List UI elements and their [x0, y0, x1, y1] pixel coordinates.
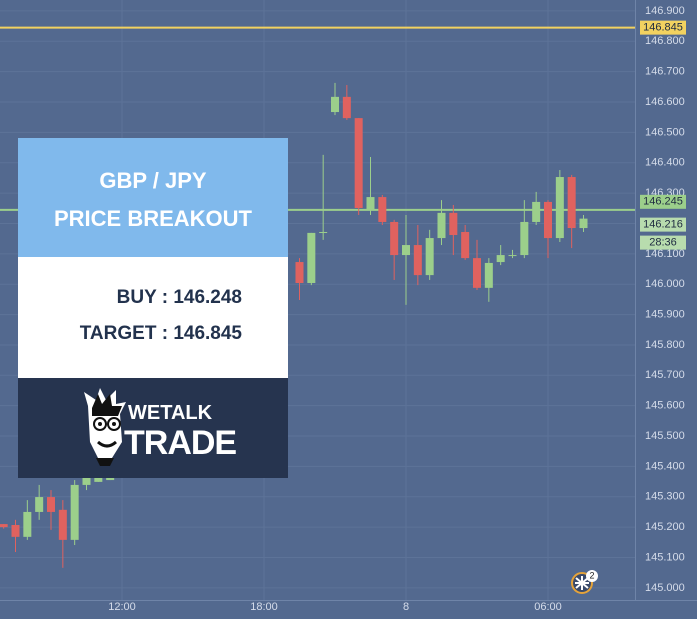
candle-body: [402, 245, 411, 256]
current-price-label: 146.216: [643, 219, 683, 231]
x-tick-label: 8: [403, 601, 409, 613]
candle-body: [496, 255, 505, 263]
y-tick-label: 145.500: [645, 430, 685, 442]
candle-body: [307, 232, 316, 283]
y-tick-label: 145.100: [645, 551, 685, 563]
y-tick-label: 145.200: [645, 521, 685, 533]
candle-body: [82, 477, 91, 485]
logo-mascot: [84, 388, 126, 466]
y-tick-label: 146.400: [645, 157, 685, 169]
candle-body: [555, 177, 564, 239]
candle-body: [70, 484, 79, 540]
y-tick-label: 146.900: [645, 5, 685, 17]
candle-body: [567, 177, 576, 229]
y-tick-label: 146.600: [645, 96, 685, 108]
candle-body: [461, 231, 470, 259]
candle-body: [520, 221, 529, 256]
y-tick-label: 146.500: [645, 126, 685, 138]
y-tick-label: 146.700: [645, 66, 685, 78]
logo-top: WETALK: [128, 402, 213, 424]
current-price-label-box: [640, 217, 686, 232]
candle-body: [390, 221, 399, 256]
candle-body: [378, 197, 387, 222]
y-tick-label: 145.400: [645, 460, 685, 472]
y-tick-label: 145.900: [645, 308, 685, 320]
x-tick-label: 12:00: [108, 601, 136, 613]
y-tick-label: 146.800: [645, 35, 685, 47]
candle-body: [47, 497, 56, 512]
candle-body: [58, 509, 67, 540]
candle-body: [11, 525, 20, 537]
x-tick-label: 06:00: [534, 601, 562, 613]
countdown-label: 28:36: [649, 237, 677, 249]
candle-body: [437, 212, 446, 239]
badge: [586, 570, 598, 582]
price-line-label-box: [640, 194, 686, 209]
candle-body: [449, 212, 458, 236]
candle-body: [23, 511, 32, 537]
price-line-label-box: [640, 20, 686, 35]
candle-body: [94, 477, 103, 482]
y-tick-label: 145.800: [645, 339, 685, 351]
y-tick-label: 145.600: [645, 400, 685, 412]
y-tick-label: 145.700: [645, 369, 685, 381]
x-tick-label: 18:00: [250, 601, 278, 613]
y-tick-label: 145.000: [645, 582, 685, 594]
candle-body: [544, 201, 553, 239]
candle-body: [425, 238, 434, 276]
card-levels: BUY : 146.248 TARGET : 146.845: [18, 257, 288, 378]
candle-body: [35, 497, 44, 512]
candle-body: [532, 201, 541, 222]
candle-body: [579, 218, 588, 229]
logo-box: WETALK TRADE: [18, 378, 288, 478]
y-tick-label: 146.100: [645, 248, 685, 260]
candle-body: [319, 231, 328, 233]
headline: PRICE BREAKOUT: [53, 206, 252, 231]
candle-body: [106, 477, 115, 481]
candle-body: [0, 524, 8, 528]
price-line-label: 146.245: [643, 196, 683, 208]
y-tick-label: 146.000: [645, 278, 685, 290]
candle-body: [295, 262, 304, 283]
candle-body: [366, 197, 375, 211]
candle-body: [484, 262, 493, 288]
candle-body: [342, 96, 351, 119]
candle-body: [354, 118, 363, 208]
target-level: TARGET : 146.845: [79, 323, 242, 344]
countdown-label-box: [640, 235, 686, 250]
candle-body: [473, 258, 482, 288]
badge-count: 2: [589, 570, 594, 580]
pair: GBP / JPY: [99, 168, 207, 193]
y-tick-label: 145.300: [645, 491, 685, 503]
buy-level: BUY : 146.248: [116, 287, 242, 308]
price-line-label: 146.845: [643, 22, 683, 34]
signal-card: GBP / JPY PRICE BREAKOUT BUY : 146.248 T…: [18, 138, 288, 478]
flag: [575, 576, 589, 590]
candle-body: [413, 245, 422, 276]
candle-body: [508, 255, 517, 257]
card-header: GBP / JPY PRICE BREAKOUT: [18, 138, 288, 257]
candle-body: [331, 96, 340, 113]
logo-bottom: TRADE: [124, 424, 237, 462]
